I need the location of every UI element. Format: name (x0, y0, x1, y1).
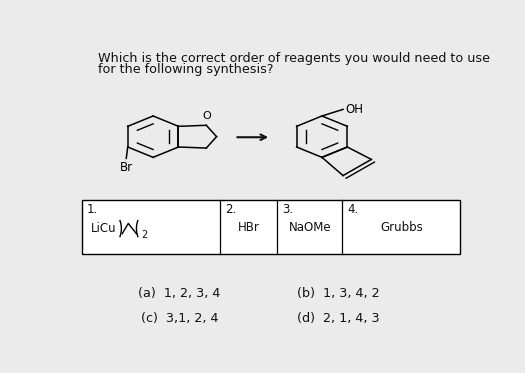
Text: Grubbs: Grubbs (380, 221, 423, 233)
Text: 4.: 4. (347, 203, 359, 216)
Text: (b)  1, 3, 4, 2: (b) 1, 3, 4, 2 (297, 287, 380, 300)
Text: (a)  1, 2, 3, 4: (a) 1, 2, 3, 4 (139, 287, 220, 300)
Text: (c)  3,1, 2, 4: (c) 3,1, 2, 4 (141, 312, 218, 325)
Text: O: O (202, 111, 211, 121)
Text: HBr: HBr (238, 221, 260, 233)
Bar (82, 200, 460, 254)
Text: 2: 2 (141, 230, 148, 240)
Text: 3.: 3. (282, 203, 293, 216)
Text: 2.: 2. (225, 203, 236, 216)
Text: Br: Br (120, 162, 133, 175)
Text: 1.: 1. (87, 203, 98, 216)
Text: Which is the correct order of reagents you would need to use: Which is the correct order of reagents y… (98, 52, 490, 65)
Text: (d)  2, 1, 4, 3: (d) 2, 1, 4, 3 (297, 312, 380, 325)
Text: LiCu: LiCu (91, 222, 117, 235)
Text: NaOMe: NaOMe (288, 221, 331, 233)
Text: for the following synthesis?: for the following synthesis? (98, 63, 274, 76)
Text: OH: OH (345, 103, 363, 116)
